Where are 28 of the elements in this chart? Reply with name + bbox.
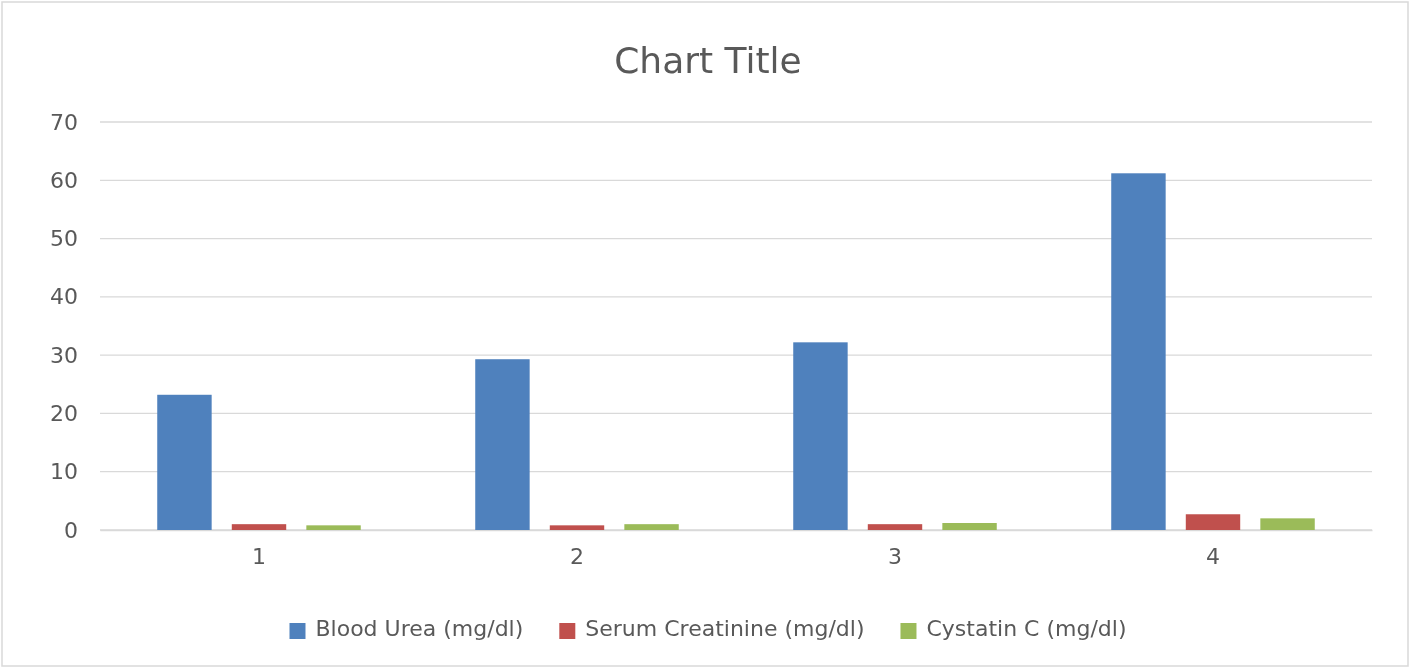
y-tick-label: 0 xyxy=(64,517,78,543)
y-tick-label: 30 xyxy=(50,342,78,368)
bar xyxy=(1111,173,1166,530)
bar xyxy=(475,359,530,530)
bar xyxy=(306,525,361,530)
bar xyxy=(1260,518,1315,530)
legend-label: Cystatin C (mg/dl) xyxy=(926,616,1127,641)
bar xyxy=(231,524,287,530)
x-tick-label: 2 xyxy=(570,543,584,569)
legend-label: Blood Urea (mg/dl) xyxy=(315,616,524,641)
y-tick-label: 50 xyxy=(50,226,78,252)
bar xyxy=(157,394,212,530)
x-tick-label: 3 xyxy=(888,543,902,569)
bar xyxy=(549,525,605,530)
y-tick-label: 10 xyxy=(50,459,78,485)
x-tick-label: 4 xyxy=(1206,543,1220,569)
bar xyxy=(624,524,679,530)
bar xyxy=(1185,514,1241,530)
y-tick-label: 20 xyxy=(50,400,78,426)
bar xyxy=(942,523,997,530)
bar xyxy=(793,342,848,530)
y-tick-label: 70 xyxy=(50,109,78,135)
chart-title: Chart Title xyxy=(614,40,802,81)
y-tick-label: 60 xyxy=(50,167,78,193)
x-tick-label: 1 xyxy=(252,543,266,569)
legend-label: Serum Creatinine (mg/dl) xyxy=(585,616,865,641)
bar xyxy=(867,524,923,530)
y-tick-label: 40 xyxy=(50,284,78,310)
